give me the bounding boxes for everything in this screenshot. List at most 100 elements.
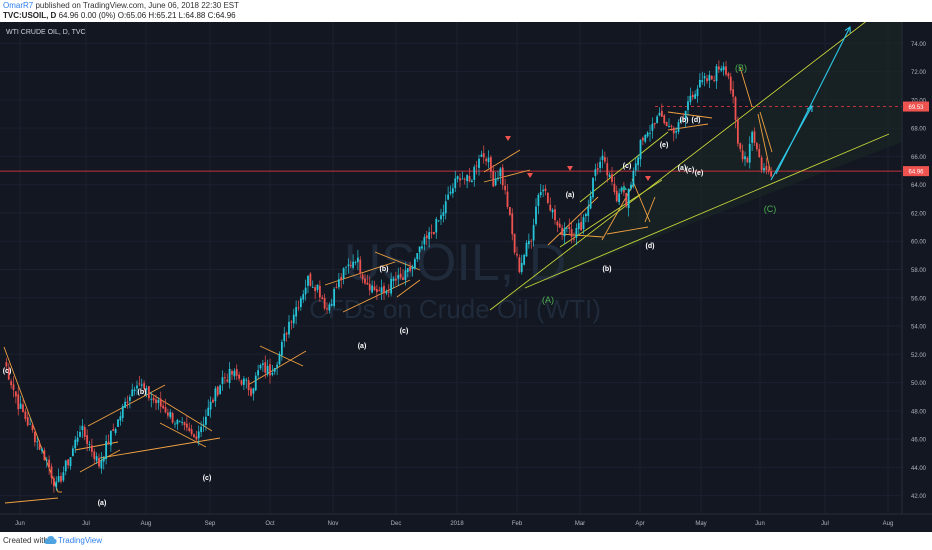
wave-label: (C) — [764, 204, 777, 214]
wave-label: (b) — [603, 266, 612, 273]
candle-body — [582, 217, 585, 229]
candle-body — [202, 424, 205, 426]
candle-body — [166, 412, 169, 416]
candle-body — [437, 220, 440, 222]
candle-body — [627, 188, 630, 209]
candle-body — [734, 97, 737, 120]
candle-body — [613, 183, 616, 192]
candle-body — [86, 435, 89, 444]
candle-body — [765, 165, 768, 170]
candle-body — [245, 379, 248, 381]
trendline — [99, 437, 221, 459]
candle-body — [556, 221, 559, 226]
chart-svg[interactable]: USOIL, D CFDs on Crude Oil (WTI) (c)c(a)… — [0, 22, 932, 532]
candle-body — [461, 178, 464, 180]
candle-body — [169, 411, 172, 418]
candle-body — [226, 379, 229, 382]
candle-body — [171, 413, 174, 423]
candle-body — [701, 80, 704, 82]
candle-body — [504, 185, 507, 191]
candle-body — [435, 218, 438, 233]
candle-body — [549, 204, 552, 211]
candle-body — [497, 177, 499, 180]
candle-body — [639, 139, 642, 160]
trendline — [759, 111, 773, 153]
candle-body — [601, 155, 604, 161]
candle-body — [542, 189, 545, 192]
candle-body — [81, 425, 84, 431]
candle-body — [508, 207, 511, 215]
candle-body — [264, 362, 267, 373]
arrow-head — [844, 25, 851, 34]
candle-body — [368, 283, 371, 291]
candle-body — [641, 137, 644, 141]
candle-body — [577, 223, 580, 230]
candle-body — [413, 259, 416, 269]
candle-body — [219, 385, 222, 394]
candle-body — [176, 419, 179, 425]
x-tick-label: May — [695, 521, 706, 527]
candle-body — [387, 291, 390, 293]
wave-label: (A) — [542, 295, 554, 305]
candle-body — [758, 148, 761, 157]
y-tick-label: 62.00 — [911, 211, 927, 217]
candle-body — [544, 188, 547, 192]
candle-body — [52, 477, 55, 487]
candle-body — [131, 389, 134, 397]
author-link[interactable]: OmarR7 — [3, 1, 34, 10]
candle-body — [554, 209, 556, 221]
candle-body — [380, 287, 383, 293]
candle-body — [342, 268, 345, 279]
candle-body — [102, 457, 105, 462]
candle-body — [347, 264, 350, 266]
candle-body — [736, 119, 739, 144]
candle-body — [112, 429, 115, 431]
candle-body — [95, 456, 98, 461]
wave-label: (e) — [660, 142, 669, 149]
candle-body — [138, 383, 141, 385]
candle-body — [402, 277, 404, 280]
chart-area[interactable]: USOIL, D CFDs on Crude Oil (WTI) (c)c(a)… — [0, 22, 932, 532]
candle-body — [290, 321, 293, 323]
price-labels: 69.53 64.96 — [903, 101, 929, 177]
price-tag — [903, 166, 929, 177]
time-axis[interactable] — [0, 514, 932, 532]
candle-body — [713, 79, 716, 81]
candle-body — [551, 209, 554, 213]
time-axis-ticks: Jun Jul Aug Sep Oct Nov Dec 2018 Feb Mar Apr May Jun… — [15, 521, 893, 527]
candle-body — [335, 286, 338, 288]
y-tick-label: 60.00 — [911, 240, 927, 246]
candle-body — [394, 278, 397, 281]
trendline — [159, 422, 207, 448]
candle-body — [114, 429, 117, 434]
candle-body — [539, 192, 542, 196]
wave-label: (c) — [686, 167, 695, 174]
candle-body — [584, 213, 587, 217]
candle-body — [715, 66, 718, 82]
candle-body — [259, 364, 262, 369]
candle-body — [140, 384, 143, 386]
trendline — [4, 497, 59, 504]
candle-body — [164, 407, 167, 413]
candle-body — [732, 89, 735, 97]
candle-body — [330, 304, 333, 306]
candle-body — [214, 388, 217, 402]
candle-body — [67, 459, 70, 466]
candle-body — [128, 397, 131, 401]
candle-body — [440, 215, 442, 220]
candle-body — [706, 78, 708, 82]
candle-body — [741, 150, 744, 160]
candle-body — [646, 132, 649, 137]
candle-body — [506, 191, 509, 207]
candle-body — [340, 277, 343, 281]
candle-body — [411, 266, 414, 269]
candle-body — [349, 265, 352, 267]
candle-body — [304, 287, 307, 295]
wave-label: (c) — [3, 368, 12, 375]
candle-body — [55, 481, 58, 488]
y-tick-label: 44.00 — [911, 466, 927, 472]
candle-body — [385, 291, 388, 294]
wave-label: (B) — [735, 63, 747, 73]
tradingview-brand-link[interactable]: TradingView — [58, 536, 103, 545]
candle-body — [126, 401, 129, 403]
